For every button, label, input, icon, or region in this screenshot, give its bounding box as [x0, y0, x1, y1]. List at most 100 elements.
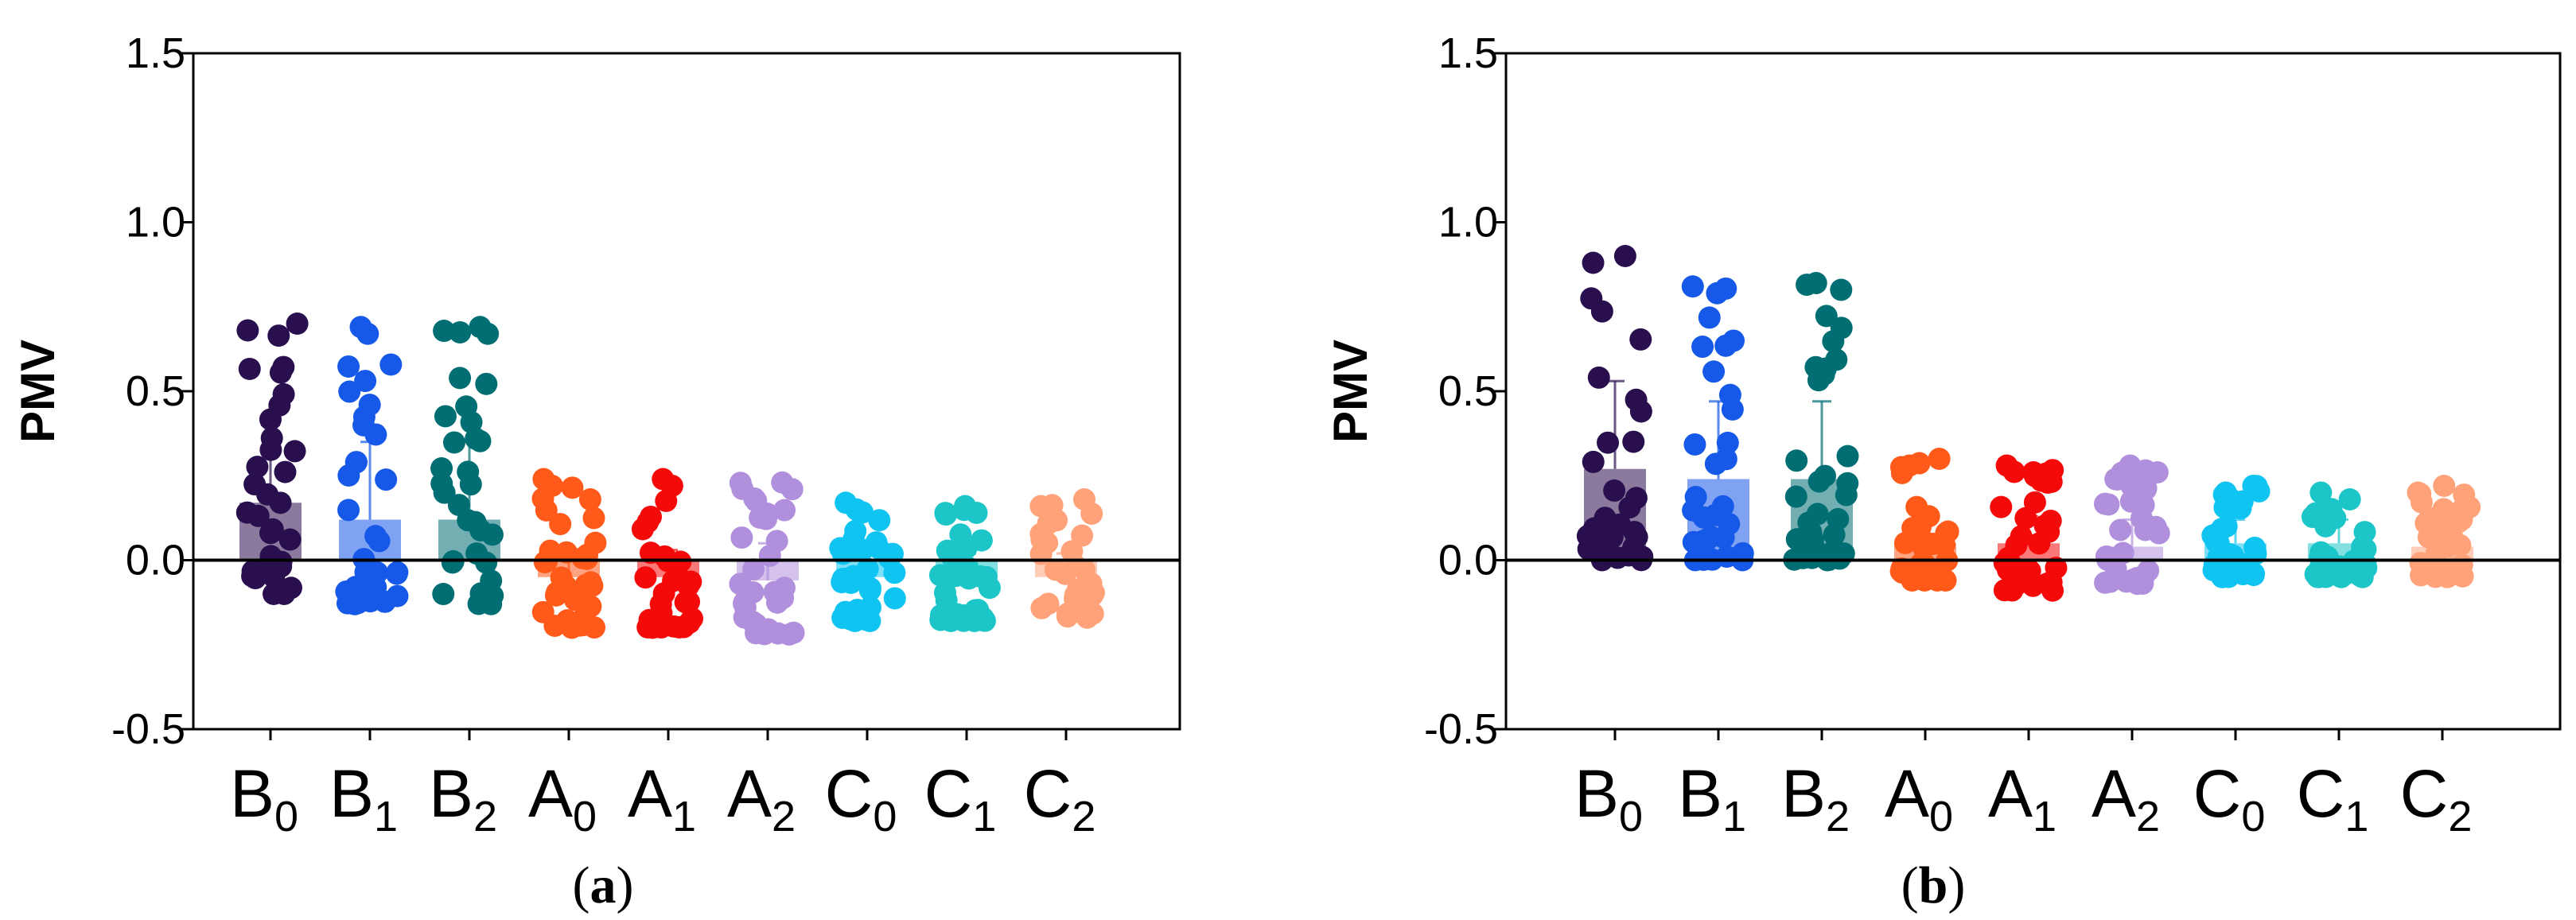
panel-a-data-point — [337, 464, 360, 487]
panel-b-data-point — [2204, 555, 2228, 578]
panel-a-data-point — [430, 457, 453, 480]
panel-b-x-tick-label: B1 — [1678, 756, 1746, 840]
panel-a-data-point — [883, 587, 906, 610]
panel-a-data-point — [475, 372, 498, 395]
panel-b-data-point — [2137, 559, 2160, 582]
panel-b-data-point — [1714, 277, 1737, 300]
panel-a-data-point — [272, 382, 295, 406]
panel-a-data-point — [449, 320, 472, 344]
panel-a-data-point — [772, 576, 796, 600]
panel-b-y-tick-label: 1.0 — [1438, 199, 1498, 246]
panel-b-data-point — [1691, 336, 1714, 359]
panel-a-y-tick-label: 1.0 — [126, 199, 185, 246]
panel-a-data-point — [531, 487, 555, 510]
panel-b-data-point — [1721, 398, 1744, 421]
panel-b-data-point — [1823, 523, 1846, 546]
panel-a-data-point — [457, 509, 480, 532]
chart-panel-b: -0.5 0.0 0.5 1.0 1.5 PMV B0 B1 B2 A0 A1 A2 C0 C1 C2 (b) — [1324, 29, 2562, 914]
panel-a-data-point — [379, 353, 403, 376]
panel-a-data-point — [731, 477, 754, 500]
panel-a-data-point — [934, 503, 957, 526]
panel-b-data-point — [1582, 251, 1605, 274]
panel-a-data-point — [561, 476, 584, 499]
panel-b-data-point — [2038, 464, 2061, 487]
panel-a-data-point — [970, 529, 993, 552]
panel-b-data-point — [1698, 306, 1721, 329]
panel-b-data-point — [2219, 487, 2242, 510]
panel-a-data-point — [578, 488, 601, 511]
panel-a-data-point — [650, 616, 673, 639]
panel-a-data-point — [465, 427, 488, 450]
panel-a-data-point — [259, 408, 282, 431]
panel-b-data-point — [1830, 278, 1853, 301]
panel-b-data-point — [2449, 534, 2472, 557]
panel-b-data-point — [2033, 514, 2057, 537]
panel-b-data-point — [1715, 545, 1738, 569]
panel-a-data-point — [662, 569, 685, 592]
panel-a-x-tick-label: B1 — [329, 756, 398, 840]
panel-b-data-point — [1629, 400, 1652, 423]
panel-b-data-point — [1825, 348, 1848, 371]
panel-b-data-point — [1714, 334, 1737, 357]
panel-a-data-point — [283, 440, 306, 463]
panel-a-data-point — [432, 583, 455, 606]
panel-b-data-point — [2014, 507, 2037, 530]
panel-b-data-point — [1625, 487, 1648, 510]
panel-a-data-point — [375, 468, 398, 491]
panel-b-data-point — [2354, 538, 2377, 561]
panel-b-data-point — [1622, 430, 1645, 453]
panel-b-data-point — [1815, 305, 1838, 328]
panel-b-data-point — [1682, 530, 1705, 553]
panel-b-data-point — [2010, 525, 2033, 548]
panel-a-data-point — [259, 522, 282, 545]
panel-b-data-point — [1704, 452, 1727, 476]
panel-b-data-point — [2040, 571, 2063, 594]
panel-a-data-point — [364, 423, 387, 446]
panel-a-data-point — [1045, 509, 1068, 532]
panel-a-y-tick-label: -0.5 — [111, 705, 185, 753]
panel-b-panel-label: (b) — [1901, 856, 1966, 914]
panel-a-data-point — [773, 499, 796, 522]
panel-b-data-point — [1576, 525, 1599, 548]
panel-a-data-point — [579, 595, 602, 618]
panel-a-data-point — [748, 618, 771, 641]
panel-a-x-tick-label: B0 — [230, 756, 298, 840]
panel-b-plot-frame — [1504, 52, 2562, 731]
panel-a-data-point — [952, 499, 975, 522]
panel-a-y-tick-label: 0.5 — [126, 367, 185, 415]
panel-a-data-point — [729, 573, 752, 596]
panel-b-data-point — [1613, 245, 1636, 267]
panel-a-x-tick-label: A2 — [727, 756, 796, 840]
panel-a-x-tick-label: A0 — [528, 756, 597, 840]
panel-a-data-point — [1081, 602, 1104, 625]
panel-a-data-point — [351, 574, 374, 597]
panel-a-data-point — [259, 438, 282, 461]
panel-b-data-point — [2243, 536, 2267, 559]
panel-a-data-point — [973, 609, 996, 632]
panel-a-data-point — [968, 565, 991, 588]
panel-b-data-point — [2320, 498, 2343, 521]
panel-a-data-point — [868, 509, 891, 532]
panel-a-data-point — [272, 355, 295, 378]
panel-b-data-point — [1905, 495, 1928, 518]
panel-b-y-tick-label: 0.0 — [1438, 537, 1498, 584]
panel-b-x-tick-label: C0 — [2193, 756, 2266, 840]
panel-a-data-point — [1080, 572, 1103, 595]
panel-a-data-point — [1071, 524, 1094, 547]
panel-b-data-point — [1830, 316, 1853, 340]
panel-b-y-tick-label: -0.5 — [1424, 705, 1498, 753]
panel-b-data-point — [1597, 431, 1620, 454]
panel-a-data-point — [733, 592, 756, 615]
panel-b-data-point — [1702, 360, 1726, 383]
panel-b-data-point — [2115, 570, 2138, 593]
panel-a-data-point — [543, 614, 566, 637]
panel-b-data-point — [2106, 468, 2129, 491]
panel-a-data-point — [555, 575, 578, 598]
panel-b-data-point — [2014, 566, 2037, 589]
panel-a-data-point — [246, 456, 269, 479]
chart-panel-a: -0.5 0.0 0.5 1.0 1.5 PMV B0 B1 B2 A0 A1 A2 C0 C1 C2 (a) — [11, 29, 1181, 914]
panel-b-data-point — [2236, 559, 2259, 582]
panel-b-data-point — [2144, 515, 2167, 538]
panel-a-data-point — [469, 582, 492, 605]
panel-a-data-point — [434, 405, 457, 428]
